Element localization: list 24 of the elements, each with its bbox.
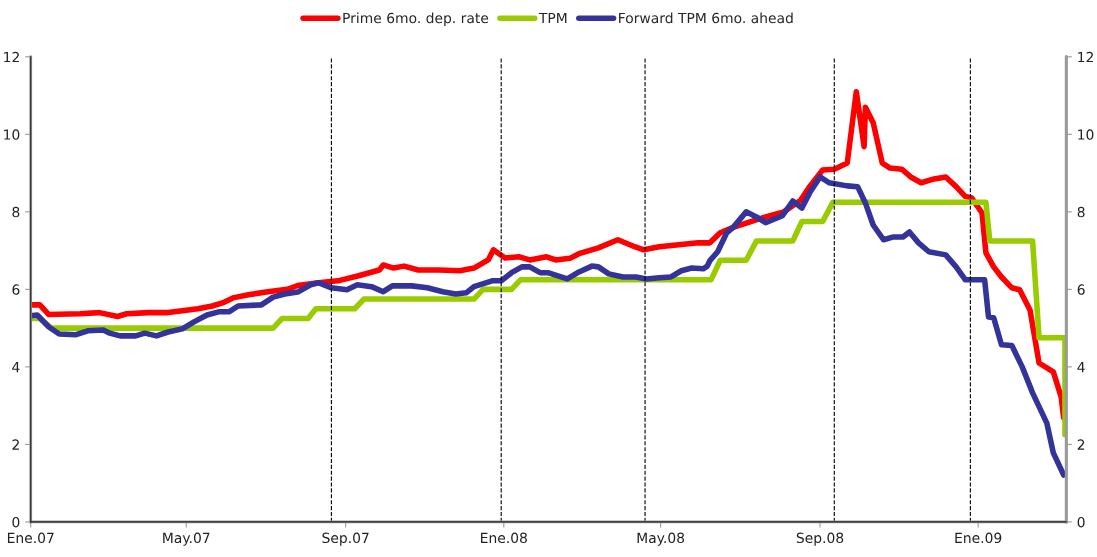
x-tick-label: Ene.07 bbox=[7, 532, 54, 544]
y2-tick-label: 2 bbox=[1077, 439, 1085, 450]
x-tick-label: Sep.07 bbox=[322, 532, 369, 546]
y2-tick-label: 0 bbox=[1077, 516, 1085, 528]
y2-tick-label: 10 bbox=[1078, 129, 1094, 140]
legend-label: TPM bbox=[538, 12, 567, 24]
y-tick-label: 10 bbox=[4, 129, 20, 140]
y2-tick-label: 8 bbox=[1077, 206, 1085, 218]
x-tick-label: Ene.08 bbox=[481, 532, 527, 544]
x-tick-label: May.08 bbox=[637, 532, 685, 546]
legend-label: Prime 6mo. dep. rate bbox=[343, 12, 489, 26]
y2-tick-label: 4 bbox=[1077, 362, 1085, 373]
y-tick-label: 2 bbox=[12, 439, 19, 450]
y-tick-label: 8 bbox=[12, 206, 20, 218]
y-tick-label: 12 bbox=[4, 51, 19, 63]
legend-label: Forward TPM 6mo. ahead bbox=[619, 12, 793, 24]
y-tick-label: 0 bbox=[12, 516, 20, 528]
y-tick-label: 6 bbox=[12, 284, 20, 295]
x-tick-label: May.07 bbox=[163, 532, 210, 546]
y2-tick-label: 12 bbox=[1078, 51, 1093, 63]
y-tick-label: 4 bbox=[12, 362, 20, 373]
x-tick-label: Ene.09 bbox=[955, 532, 1002, 544]
x-tick-label: Sep.08 bbox=[796, 532, 844, 546]
y2-tick-label: 6 bbox=[1077, 284, 1085, 295]
